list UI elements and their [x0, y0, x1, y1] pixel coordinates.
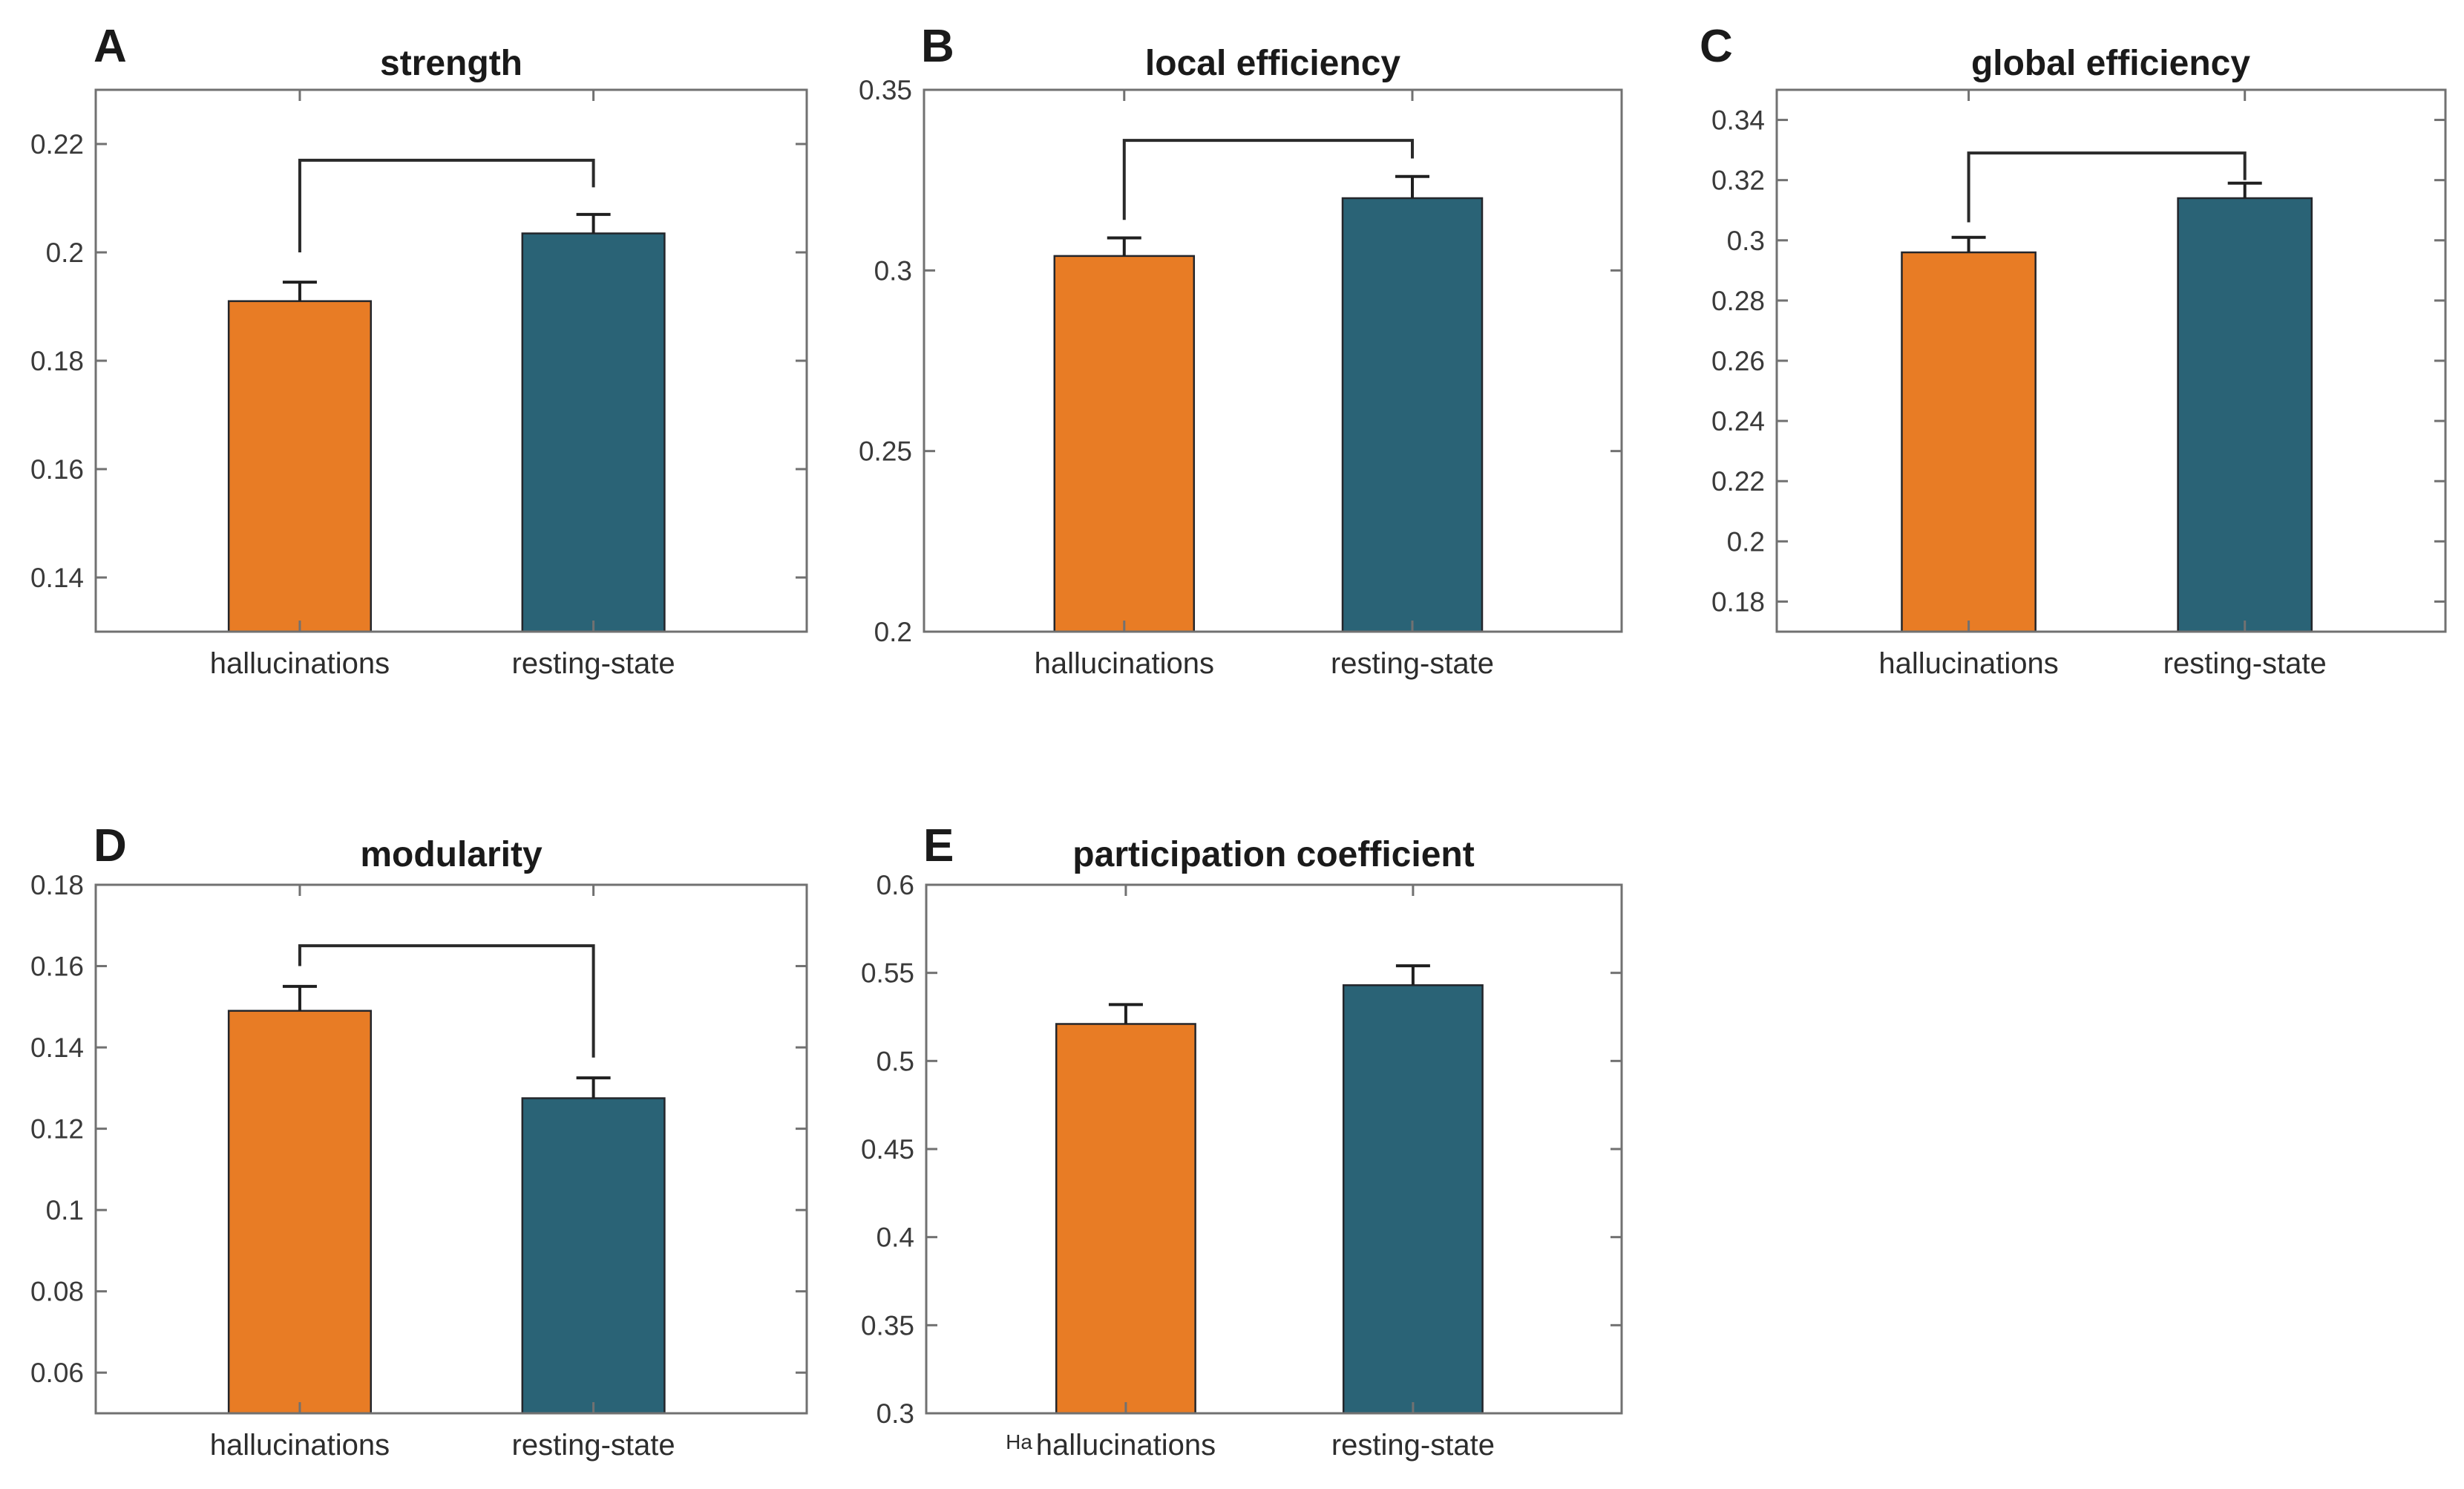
x-category-label: hallucinations: [1035, 647, 1214, 680]
bar-resting-state: [1341, 197, 1484, 633]
y-tick-label: 0.1: [46, 1195, 84, 1225]
bar-resting-state: [521, 1097, 666, 1415]
y-tick-label: 0.22: [30, 129, 84, 160]
y-tick-label: 0.2: [874, 617, 912, 647]
y-tick-label: 0.3: [877, 1398, 914, 1429]
panel-global-efficiency-plot: 0.18 0.2 0.22 0.24 0.26 0.28 0.3 0.32 0.34 halluc…: [1711, 88, 2447, 680]
panel-letter-b: B: [921, 21, 954, 72]
panel-participation-coefficient-plot: 0.3 0.35 0.4 0.45 0.5 0.55 0.6 hallucinations re…: [861, 870, 1623, 1462]
y-tick-label: 0.28: [1711, 286, 1765, 316]
panel-letter-e: E: [923, 820, 954, 871]
panel-letter-c: C: [1700, 21, 1733, 72]
y-tick-label: 0.16: [30, 454, 84, 485]
y-tick-label: 0.26: [1711, 346, 1765, 376]
bar-hallucinations: [1901, 251, 2037, 633]
panel-strength-plot: 0.14 0.16 0.18 0.2 0.22 hallucinations resting…: [30, 88, 808, 680]
y-tick-label: 0.34: [1711, 105, 1765, 136]
x-category-label: resting-state: [512, 647, 675, 680]
axis-box: [923, 88, 1623, 633]
bar-hallucinations: [1053, 255, 1196, 633]
x-category-label: hallucinations: [210, 647, 390, 680]
significance-bracket: [1122, 139, 1414, 220]
x-category-label: hallucinations: [1036, 1429, 1216, 1462]
y-tick-label: 0.3: [874, 255, 912, 286]
x-category-label: resting-state: [1331, 647, 1494, 680]
y-tick-label: 0.08: [30, 1277, 84, 1307]
y-tick-label: 0.35: [859, 75, 912, 105]
panel-modularity-plot: 0.06 0.08 0.1 0.12 0.14 0.16 0.18 hallucination…: [30, 870, 808, 1462]
y-tick-label: 0.24: [1711, 406, 1765, 436]
axis-box: [925, 883, 1623, 1415]
stray-axis-label: Ha: [1006, 1430, 1032, 1453]
x-category-label: resting-state: [2163, 647, 2327, 680]
x-category-label: hallucinations: [210, 1429, 390, 1462]
y-tick-label: 0.18: [30, 870, 84, 900]
y-tick-label: 0.4: [877, 1223, 914, 1253]
y-tick-label: 0.14: [30, 563, 84, 593]
y-tick-label: 0.5: [877, 1046, 914, 1076]
significance-bracket: [298, 158, 595, 252]
axis-box: [94, 88, 808, 633]
panel-title-local-efficiency: local efficiency: [1144, 44, 1401, 83]
y-tick-label: 0.32: [1711, 166, 1765, 196]
y-tick-label: 0.12: [30, 1114, 84, 1145]
significance-bracket: [1967, 151, 2247, 223]
y-tick-label: 0.3: [1727, 226, 1765, 256]
axis-box: [94, 883, 808, 1415]
panel-title-participation-coefficient: participation coefficient: [1072, 835, 1475, 874]
panel-letter-a: A: [94, 21, 127, 72]
y-tick-label: 0.2: [1727, 526, 1765, 557]
x-category-label: resting-state: [512, 1429, 675, 1462]
y-tick-label: 0.06: [30, 1358, 84, 1388]
bar-hallucinations: [1055, 1023, 1196, 1415]
y-tick-label: 0.55: [861, 958, 914, 989]
x-category-label: resting-state: [1331, 1429, 1495, 1462]
panel-title-global-efficiency: global efficiency: [1970, 44, 2251, 83]
panel-title-modularity: modularity: [360, 835, 543, 874]
bar-resting-state: [1342, 984, 1484, 1415]
y-tick-label: 0.18: [30, 346, 84, 376]
y-tick-label: 0.6: [877, 870, 914, 900]
bar-hallucinations: [227, 300, 372, 633]
y-tick-label: 0.14: [30, 1033, 84, 1063]
panel-letter-d: D: [94, 820, 127, 871]
y-tick-label: 0.25: [859, 436, 912, 467]
axis-box: [1775, 88, 2447, 633]
bar-resting-state: [2177, 197, 2313, 633]
x-category-label: hallucinations: [1878, 647, 2058, 680]
y-tick-label: 0.16: [30, 952, 84, 982]
y-tick-label: 0.2: [46, 238, 84, 268]
panel-title-strength: strength: [380, 44, 522, 83]
significance-bracket: [298, 944, 595, 1058]
bar-hallucinations: [227, 1009, 372, 1415]
y-tick-label: 0.35: [861, 1310, 914, 1341]
y-tick-label: 0.18: [1711, 586, 1765, 617]
y-tick-label: 0.45: [861, 1134, 914, 1165]
panel-local-efficiency-plot: 0.2 0.25 0.3 0.35 hallucinations resting-stat…: [859, 75, 1623, 680]
bar-resting-state: [521, 232, 666, 633]
y-tick-label: 0.22: [1711, 466, 1765, 497]
